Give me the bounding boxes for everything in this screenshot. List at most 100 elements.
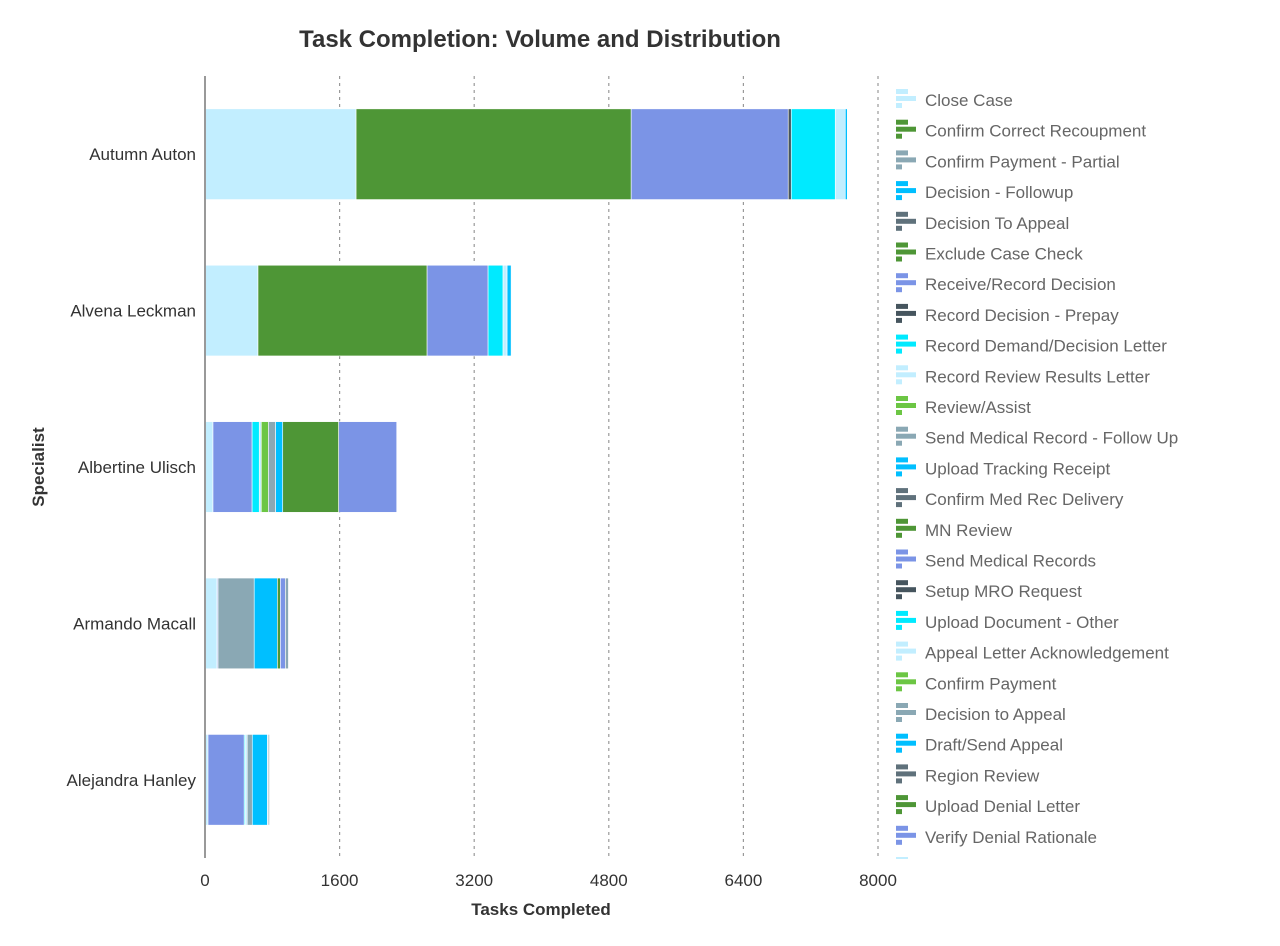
- bar-segment[interactable]: [277, 577, 281, 670]
- category-label: Albertine Ulisch: [78, 458, 196, 477]
- bars: [204, 108, 848, 826]
- legend-item[interactable]: Confirm Payment: [896, 672, 1057, 693]
- bar-segment[interactable]: [285, 577, 289, 670]
- legend-item[interactable]: Setup MRO Request: [896, 580, 1082, 601]
- legend-swatch-icon: [896, 703, 916, 722]
- x-tick-label: 0: [200, 871, 209, 890]
- legend-label: Send Medical Records: [925, 552, 1096, 571]
- bar-segment[interactable]: [251, 734, 268, 826]
- legend-item[interactable]: Confirm Correct Recoupment: [896, 119, 1146, 141]
- legend-swatch-icon: [896, 334, 916, 354]
- bar-segment[interactable]: [502, 264, 508, 357]
- bar-group: [204, 264, 512, 357]
- legend-label: Region Review: [925, 766, 1040, 785]
- bar-segment[interactable]: [253, 577, 278, 670]
- legend-label: Receive/Record Decision: [925, 275, 1116, 294]
- legend-item[interactable]: Confirm Med Rec Delivery: [896, 488, 1124, 509]
- legend-label: Verify Denial Rationale: [925, 828, 1097, 847]
- bar-segment[interactable]: [258, 421, 262, 513]
- legend-label: Decision to Appeal: [925, 705, 1066, 724]
- legend-item[interactable]: Verify Denial Rationale: [896, 825, 1097, 847]
- legend-label: Send Medical Record - Follow Up: [925, 429, 1178, 448]
- legend-swatch-icon: [896, 518, 916, 538]
- bar-segment[interactable]: [204, 108, 357, 200]
- legend-item[interactable]: Receive/Record Decision: [896, 273, 1116, 294]
- bar-segment[interactable]: [268, 421, 276, 513]
- legend-swatch-icon: [896, 825, 916, 845]
- bar-segment[interactable]: [282, 421, 339, 513]
- legend-item[interactable]: Send Medical Records: [896, 549, 1096, 571]
- bar-segment[interactable]: [790, 108, 836, 200]
- legend-label: Decision - Followup: [925, 183, 1073, 202]
- legend-item[interactable]: Send Medical Record - Follow Up: [896, 426, 1178, 448]
- bar-segment[interactable]: [204, 264, 259, 357]
- bar-segment[interactable]: [487, 264, 504, 357]
- gridlines: [339, 76, 879, 858]
- bar-segment[interactable]: [204, 421, 214, 513]
- legend-item[interactable]: Upload Denial Letter: [896, 795, 1080, 816]
- legend-label: Upload Tracking Receipt: [925, 459, 1110, 478]
- bar-segment[interactable]: [630, 108, 789, 200]
- bar-segment[interactable]: [260, 421, 269, 513]
- legend-label: Confirm Correct Recoupment: [925, 122, 1146, 141]
- bar-segment[interactable]: [246, 734, 253, 826]
- legend-swatch-icon: [896, 273, 916, 293]
- bar-segment[interactable]: [787, 108, 792, 200]
- bar-segment[interactable]: [244, 734, 248, 826]
- legend-item[interactable]: Decision to Appeal: [896, 703, 1066, 724]
- bar-segment[interactable]: [426, 264, 489, 357]
- legend-label: Upload Denial Letter: [925, 797, 1080, 816]
- bar-segment[interactable]: [355, 108, 632, 200]
- legend-item[interactable]: Decision To Appeal: [896, 211, 1069, 233]
- legend-label: Confirm Payment - Partial: [925, 152, 1120, 171]
- bar-segment[interactable]: [217, 577, 255, 670]
- legend-label: Draft/Send Appeal: [925, 736, 1063, 755]
- bar-segment[interactable]: [338, 421, 398, 513]
- chart-title: Task Completion: Volume and Distribution: [299, 26, 781, 53]
- bar-group: [204, 577, 289, 670]
- legend-swatch-icon: [896, 488, 916, 508]
- legend-swatch-icon: [896, 795, 916, 815]
- x-tick-label: 1600: [321, 871, 359, 890]
- legend-swatch-icon: [896, 303, 916, 323]
- bar-segment[interactable]: [268, 734, 270, 826]
- legend-swatch-icon: [896, 119, 916, 139]
- legend-item[interactable]: Upload Document - Other: [896, 610, 1119, 632]
- legend-swatch-icon: [896, 89, 916, 108]
- legend-item[interactable]: Record Review Results Letter: [896, 365, 1150, 386]
- bar-segment[interactable]: [204, 577, 218, 670]
- legend-item[interactable]: Exclude Case Check: [896, 242, 1083, 264]
- bar-segment[interactable]: [257, 264, 428, 357]
- legend-label: Review/Assist: [925, 398, 1031, 417]
- legend-item[interactable]: Confirm Payment - Partial: [896, 150, 1120, 171]
- legend-item[interactable]: Record Decision - Prepay: [896, 303, 1119, 325]
- legend-swatch-icon: [896, 242, 916, 262]
- legend-item[interactable]: Appeal Letter Acknowledgement: [896, 641, 1169, 663]
- legend-item[interactable]: Record Demand/Decision Letter: [896, 334, 1167, 356]
- legend-swatch-icon: [896, 457, 916, 477]
- legend-swatch-icon: [896, 672, 916, 692]
- legend-item[interactable]: MN Review: [896, 518, 1013, 540]
- x-tick-labels: 0 1600 3200 4800 6400 8000: [200, 871, 897, 890]
- legend-swatch-icon: [896, 580, 916, 600]
- legend-item[interactable]: Close Case: [896, 89, 1013, 110]
- category-label: Armando Macall: [73, 614, 196, 633]
- legend-item[interactable]: Draft/Send Appeal: [896, 733, 1063, 755]
- bar-segment[interactable]: [834, 108, 846, 200]
- bar-segment[interactable]: [207, 734, 245, 826]
- bar-segment[interactable]: [844, 108, 848, 200]
- legend: Close Case Confirm Correct Recoupment Conf…: [896, 89, 1178, 859]
- bar-segment[interactable]: [251, 421, 260, 513]
- bar-segment[interactable]: [506, 264, 512, 357]
- legend-label: Appeal Letter Acknowledgement: [925, 644, 1169, 663]
- legend-item[interactable]: Upload Tracking Receipt: [896, 457, 1110, 478]
- legend-item[interactable]: Review/Assist: [896, 396, 1031, 417]
- bar-segment[interactable]: [275, 421, 284, 513]
- bar-segment[interactable]: [280, 577, 286, 670]
- legend-label: Record Decision - Prepay: [925, 306, 1119, 325]
- legend-item[interactable]: Decision - Followup: [896, 181, 1073, 202]
- legend-swatch-icon: [896, 733, 916, 753]
- bar-segment[interactable]: [212, 421, 253, 513]
- legend-item[interactable]: Region Review: [896, 764, 1040, 785]
- legend-swatch-icon: [896, 365, 916, 385]
